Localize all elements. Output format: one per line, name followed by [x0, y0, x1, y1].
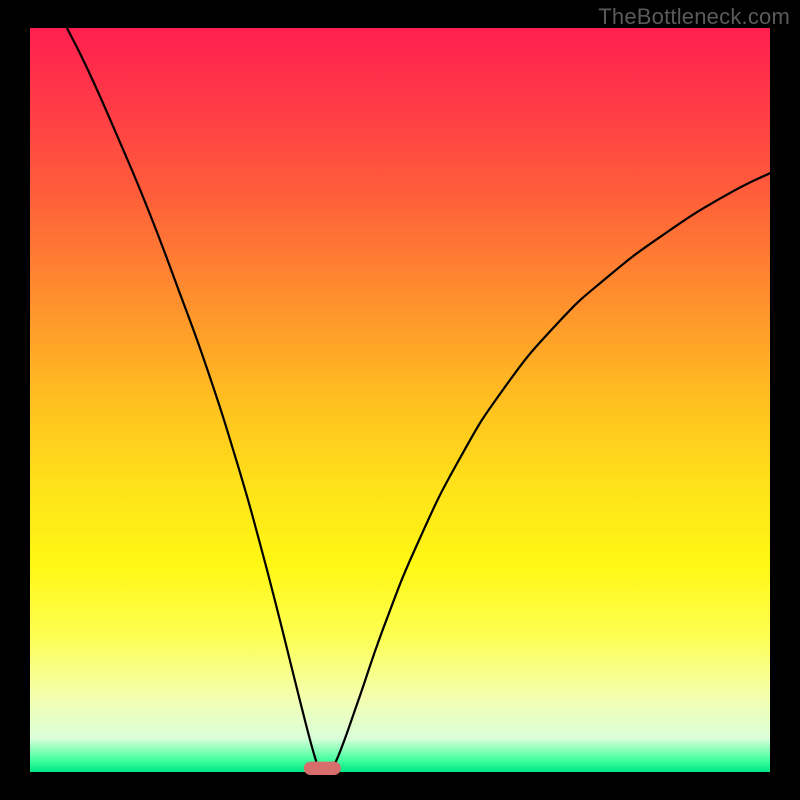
gradient-background: [30, 28, 770, 772]
cusp-marker: [304, 762, 341, 775]
chart-container: TheBottleneck.com: [0, 0, 800, 800]
watermark-label: TheBottleneck.com: [598, 4, 790, 30]
bottleneck-chart: [0, 0, 800, 800]
